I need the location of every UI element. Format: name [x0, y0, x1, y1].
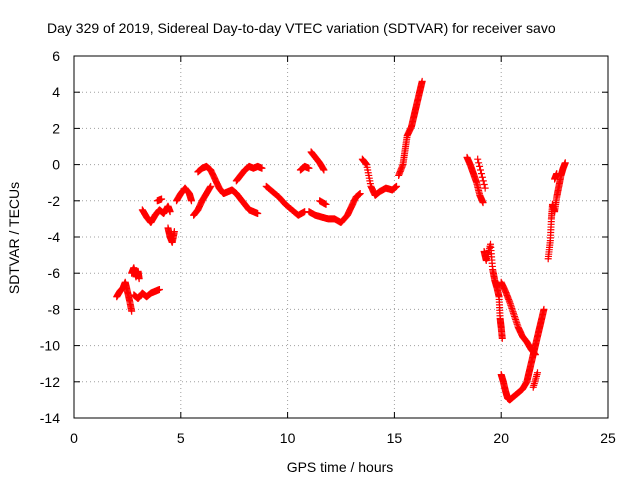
data-point	[476, 162, 484, 170]
data-point	[254, 209, 262, 217]
y-tick-label: 6	[52, 48, 60, 64]
data-point	[393, 182, 401, 190]
y-tick-label: -4	[48, 229, 61, 245]
x-axis-label: GPS time / hours	[287, 459, 394, 475]
data-point	[166, 208, 174, 216]
grid-lines	[74, 56, 608, 418]
data-point	[481, 184, 489, 192]
data-point	[477, 166, 485, 174]
data-point	[477, 170, 485, 178]
y-tick-label: 4	[52, 84, 60, 100]
x-tick-label: 15	[387, 430, 403, 446]
data-point	[258, 164, 266, 172]
data-point	[320, 166, 328, 174]
data-point	[135, 275, 143, 283]
y-tick-label: -12	[40, 374, 60, 390]
y-tick-label: -6	[48, 265, 61, 281]
data-point	[478, 173, 486, 181]
data-point	[155, 285, 163, 293]
data-point	[479, 199, 487, 207]
x-tick-label: 10	[280, 430, 296, 446]
x-tick-label: 5	[177, 430, 185, 446]
y-tick-label: -10	[40, 338, 60, 354]
data-point	[498, 334, 506, 342]
y-tick-label: -8	[48, 301, 61, 317]
y-tick-label: -14	[40, 410, 60, 426]
data-point	[158, 195, 166, 203]
data-point	[540, 305, 548, 313]
data-point	[356, 190, 364, 198]
data-point	[418, 77, 426, 85]
y-tick-label: 0	[52, 157, 60, 173]
data-point	[207, 182, 215, 190]
x-tick-label: 20	[493, 430, 509, 446]
data-point	[479, 177, 487, 185]
data-point	[474, 155, 482, 163]
chart-title: Day 329 of 2019, Sidereal Day-to-day VTE…	[47, 20, 556, 36]
data-point	[170, 228, 178, 236]
data-point	[128, 307, 136, 315]
y-tick-label: 2	[52, 120, 60, 136]
y-axis-label: SDTVAR / TECUs	[6, 182, 22, 294]
data-point	[534, 369, 542, 377]
x-tick-label: 25	[600, 430, 616, 446]
x-tick-label: 0	[70, 430, 78, 446]
data-point	[187, 197, 195, 205]
data-point	[322, 200, 330, 208]
data-point	[480, 181, 488, 189]
data-points	[113, 77, 569, 404]
data-point	[561, 159, 569, 167]
y-tick-label: -2	[48, 193, 61, 209]
data-point	[475, 159, 483, 167]
axis-ticks	[73, 55, 609, 419]
data-point	[305, 164, 313, 172]
data-point	[553, 170, 561, 178]
